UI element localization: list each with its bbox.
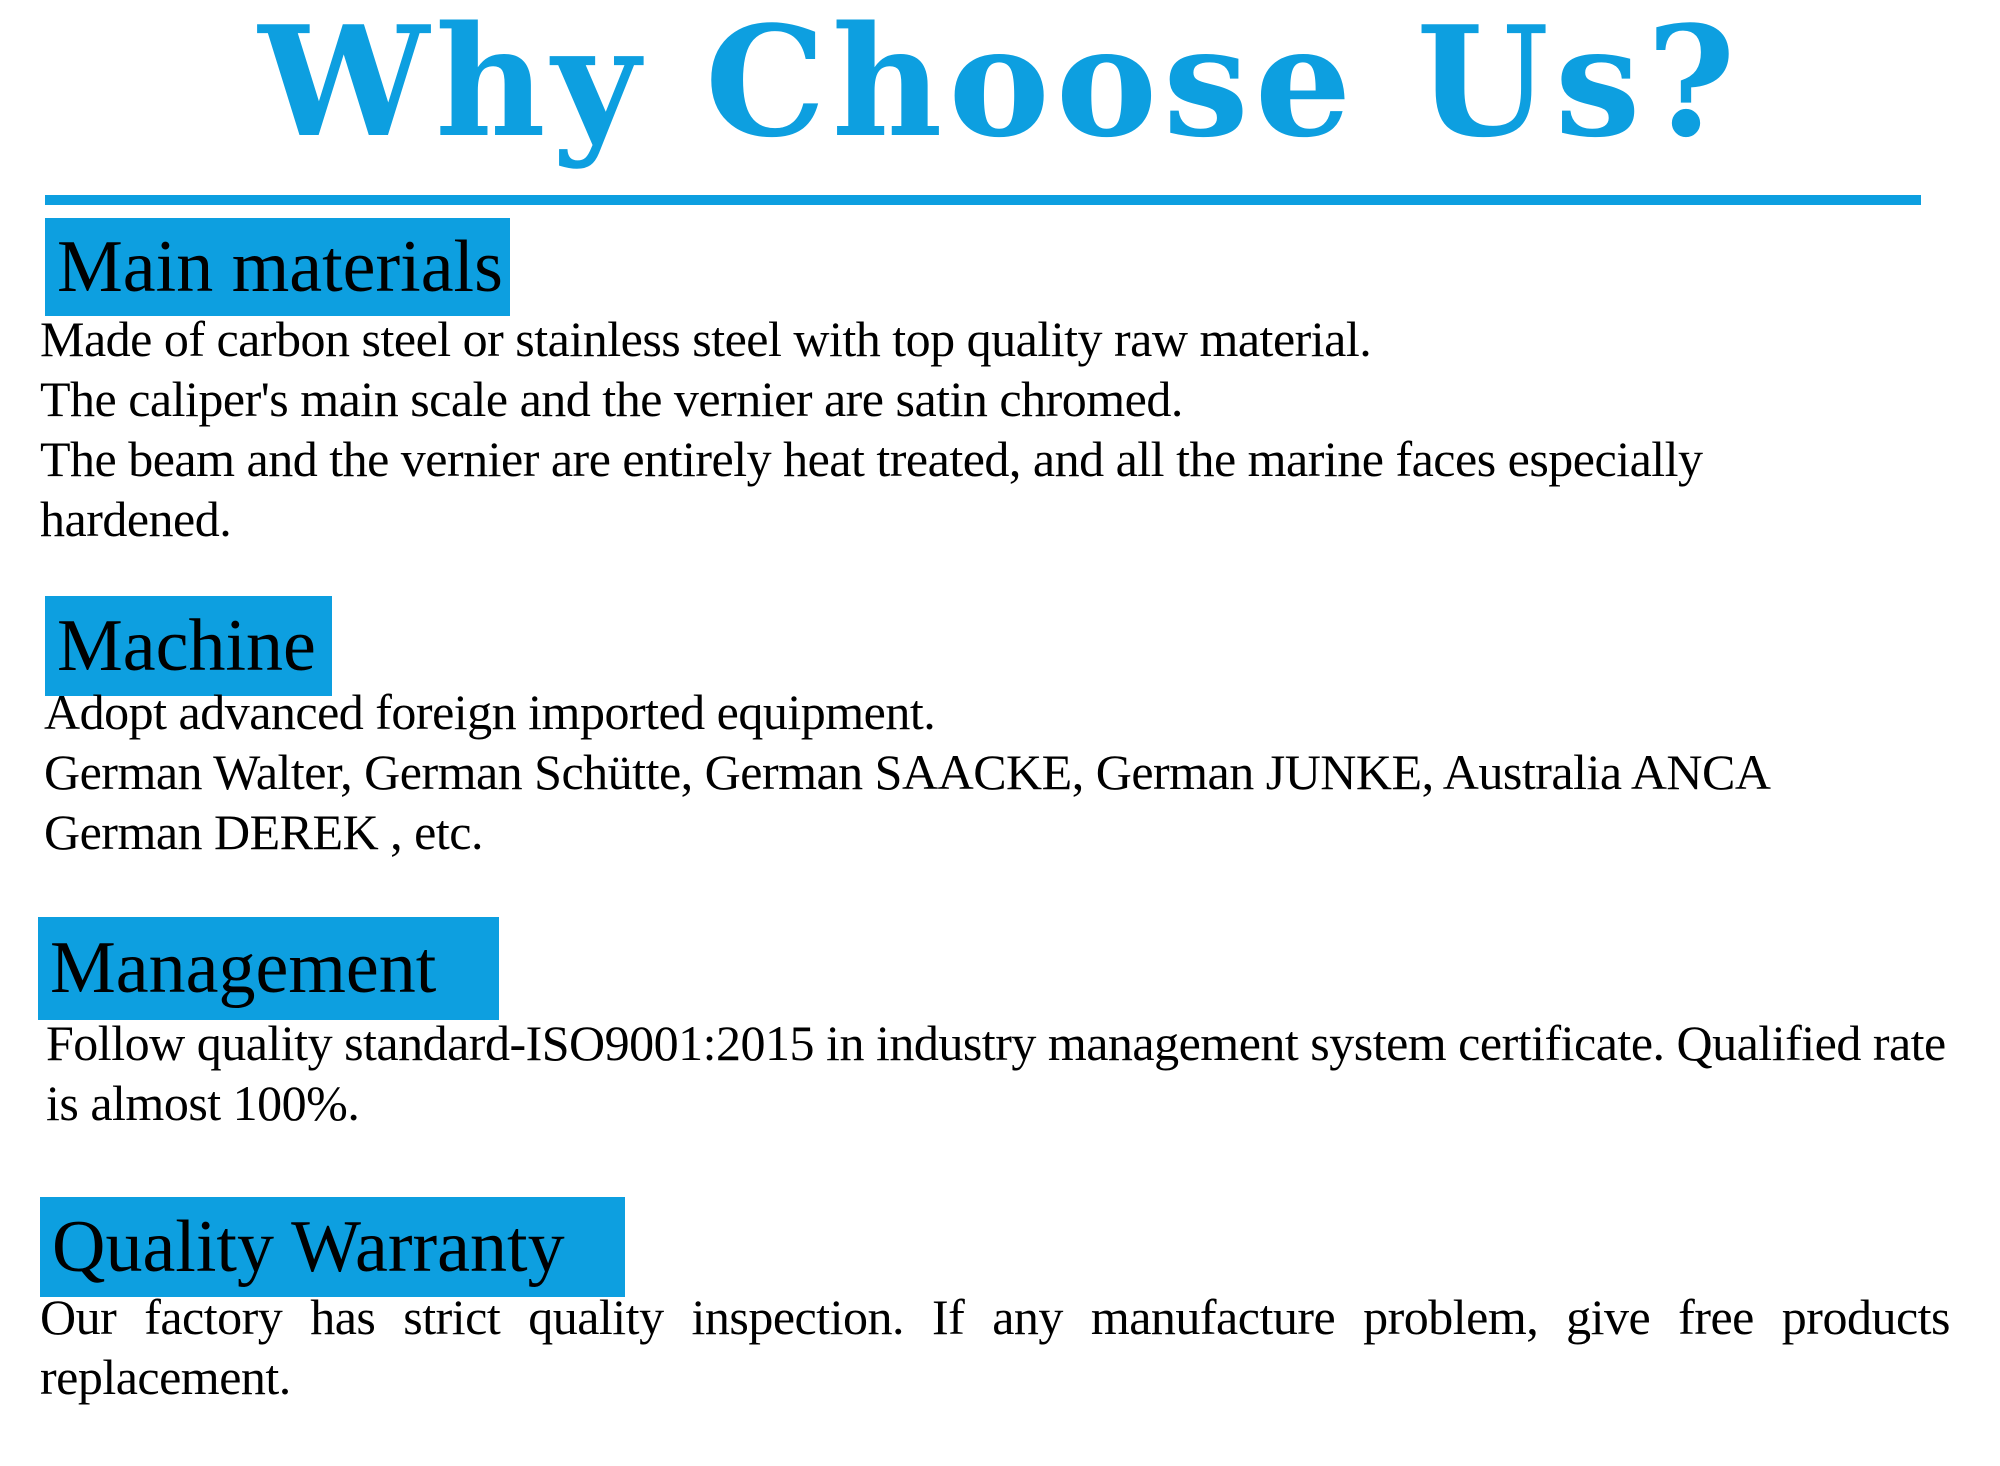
- section-body-quality-warranty: Our factory has strict quality inspectio…: [40, 1289, 1951, 1405]
- section-heading-machine: Machine: [45, 596, 332, 696]
- section-body-management: Follow quality standard-ISO9001:2015 in …: [46, 1015, 1946, 1131]
- section-heading-quality-warranty: Quality Warranty: [40, 1197, 625, 1297]
- section-heading-management: Management: [38, 917, 499, 1020]
- section-body-machine: Adopt advanced foreign imported equipmen…: [44, 684, 1771, 860]
- page-title: Why Choose Us?: [258, 0, 1742, 171]
- title-underline-divider: [45, 195, 1921, 205]
- section-body-main-materials: Made of carbon steel or stainless steel …: [40, 311, 1703, 547]
- section-heading-main-materials: Main materials: [45, 218, 510, 316]
